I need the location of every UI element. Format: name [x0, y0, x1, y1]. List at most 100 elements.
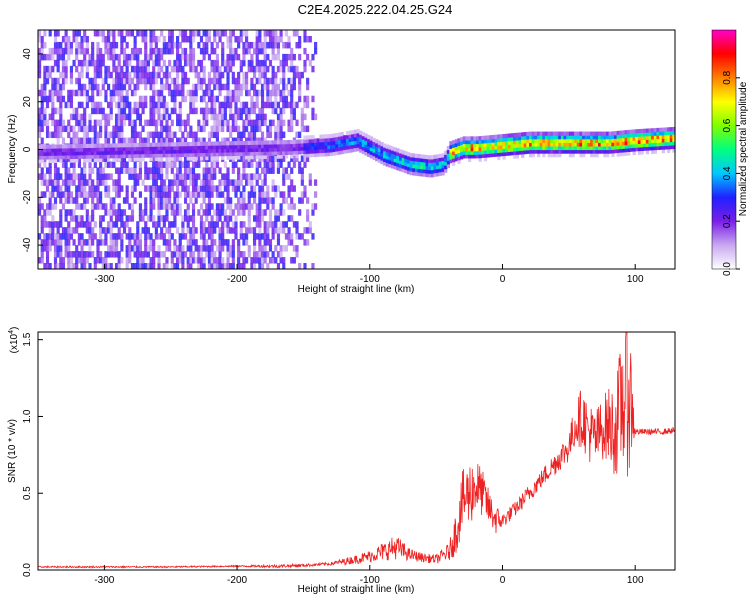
spectrogram-ridge-cell: [428, 158, 432, 164]
spectrogram-ridge-cell: [669, 130, 673, 135]
spectrogram-cell: [199, 137, 204, 145]
spectrogram-cell: [290, 83, 294, 91]
spectrogram-ridge-cell: [221, 155, 225, 160]
spectrogram-cell: [181, 89, 185, 97]
spectrogram-ridge-cell: [335, 150, 339, 156]
spectrogram-cell: [218, 245, 222, 252]
spectrogram-cell: [176, 53, 180, 61]
spectrogram-ridge-cell: [542, 142, 546, 147]
spectrogram-cell: [247, 41, 251, 49]
spectrogram-cell: [59, 101, 63, 109]
spectrogram-ridge-cell: [539, 138, 543, 143]
spectrogram-cell: [40, 245, 44, 252]
spectrogram-ridge-cell: [221, 141, 225, 146]
spectrogram-cell: [215, 161, 219, 168]
spectrogram-cell: [271, 179, 275, 186]
spectrogram-ridge-cell: [422, 154, 427, 159]
spectrogram-cell: [245, 113, 249, 121]
spectrogram-ridge-cell: [364, 140, 368, 145]
spectrogram-cell: [43, 95, 47, 103]
spectrogram-cell: [122, 155, 127, 162]
spectrogram-cell: [186, 185, 190, 192]
spectrogram-cell: [117, 209, 121, 216]
spectrogram-cell: [96, 119, 100, 127]
spectrogram-cell: [117, 89, 121, 97]
spectrogram-ridge-cell: [598, 135, 602, 140]
spectrogram-ridge-cell: [250, 151, 254, 156]
spectrogram-ridge-cell: [608, 135, 612, 140]
spectrogram-cell: [120, 239, 124, 246]
spectrogram-cell: [80, 221, 84, 228]
spectrogram-cell: [130, 125, 135, 133]
spectrogram-ridge-cell: [329, 148, 334, 153]
spectrogram-cell: [114, 251, 119, 258]
spectrogram-ridge-cell: [207, 152, 212, 157]
spectrogram-cell: [162, 185, 166, 192]
spectrogram-cell: [133, 251, 137, 258]
spectrogram-cell: [133, 125, 137, 133]
spectrogram-ridge-cell: [521, 150, 525, 155]
spectrogram-cell: [205, 251, 209, 258]
spectrogram-cell: [176, 257, 180, 264]
spectrogram-cell: [173, 221, 177, 228]
spectrogram-cell: [258, 209, 262, 216]
spectrogram-cell: [260, 71, 265, 79]
spectrogram-cell: [226, 53, 230, 61]
spectrogram-ridge-cell: [584, 142, 589, 147]
spectrogram-ridge-cell: [396, 159, 400, 164]
spectrogram-cell: [282, 59, 286, 67]
spectrogram-cell: [260, 41, 265, 49]
spectrogram-cell: [146, 119, 150, 127]
spectrogram-y-tick-label: -40: [22, 237, 33, 252]
spectrogram-cell: [109, 197, 113, 204]
spectrogram-cell: [133, 167, 137, 174]
spectrogram-cell: [149, 203, 153, 210]
spectrogram-ridge-cell: [412, 153, 416, 158]
spectrogram-cell: [173, 65, 177, 73]
spectrogram-cell: [53, 197, 58, 204]
spectrogram-ridge-cell: [396, 155, 400, 160]
spectrogram-cell: [59, 251, 63, 258]
spectrogram-cell: [104, 179, 108, 186]
spectrogram-cell: [173, 59, 177, 67]
colorbar-tick-label: 0.4: [722, 166, 733, 180]
spectrogram-ridge-cell: [64, 144, 68, 149]
spectrogram-cell: [271, 107, 275, 115]
spectrogram-cell: [59, 71, 63, 79]
spectrogram-ridge-cell: [215, 152, 220, 157]
spectrogram-ridge-cell: [93, 147, 97, 152]
spectrogram-ridge-cell: [160, 146, 164, 151]
spectrogram-ridge-cell: [412, 160, 416, 165]
spectrogram-cell: [170, 263, 174, 270]
spectrogram-ridge-cell: [321, 134, 326, 139]
spectrogram-cell: [229, 263, 233, 270]
spectrogram-ridge-cell: [430, 169, 435, 174]
spectrogram-cell: [128, 239, 132, 246]
spectrogram-cell: [109, 215, 113, 222]
spectrogram-cell: [157, 233, 161, 240]
spectrogram-cell: [260, 215, 265, 222]
spectrogram-cell: [101, 59, 105, 67]
spectrogram-cell: [231, 185, 235, 192]
spectrogram-cell: [231, 161, 235, 168]
spectrogram-ridge-cell: [229, 141, 233, 146]
spectrogram-cell: [45, 65, 50, 73]
spectrogram-ridge-cell: [664, 141, 668, 146]
spectrogram-cell: [210, 251, 214, 258]
spectrogram-cell: [181, 173, 185, 180]
spectrogram-ridge-cell: [125, 143, 129, 148]
spectrogram-cell: [154, 77, 158, 85]
spectrogram-cell: [197, 41, 201, 49]
spectrogram-ridge-cell: [518, 143, 522, 148]
spectrogram-cell: [205, 167, 209, 174]
spectrogram-cell: [173, 161, 177, 168]
spectrogram-cell: [207, 227, 212, 234]
spectrogram-cell: [260, 89, 265, 97]
spectrogram-ridge-cell: [284, 147, 289, 152]
spectrogram-cell: [67, 233, 71, 240]
spectrogram-ridge-cell: [499, 144, 504, 150]
spectrogram-cell: [173, 89, 177, 97]
spectrogram-ridge-cell: [425, 154, 429, 160]
spectrogram-cell: [117, 71, 121, 79]
spectrogram-cell: [162, 95, 166, 103]
